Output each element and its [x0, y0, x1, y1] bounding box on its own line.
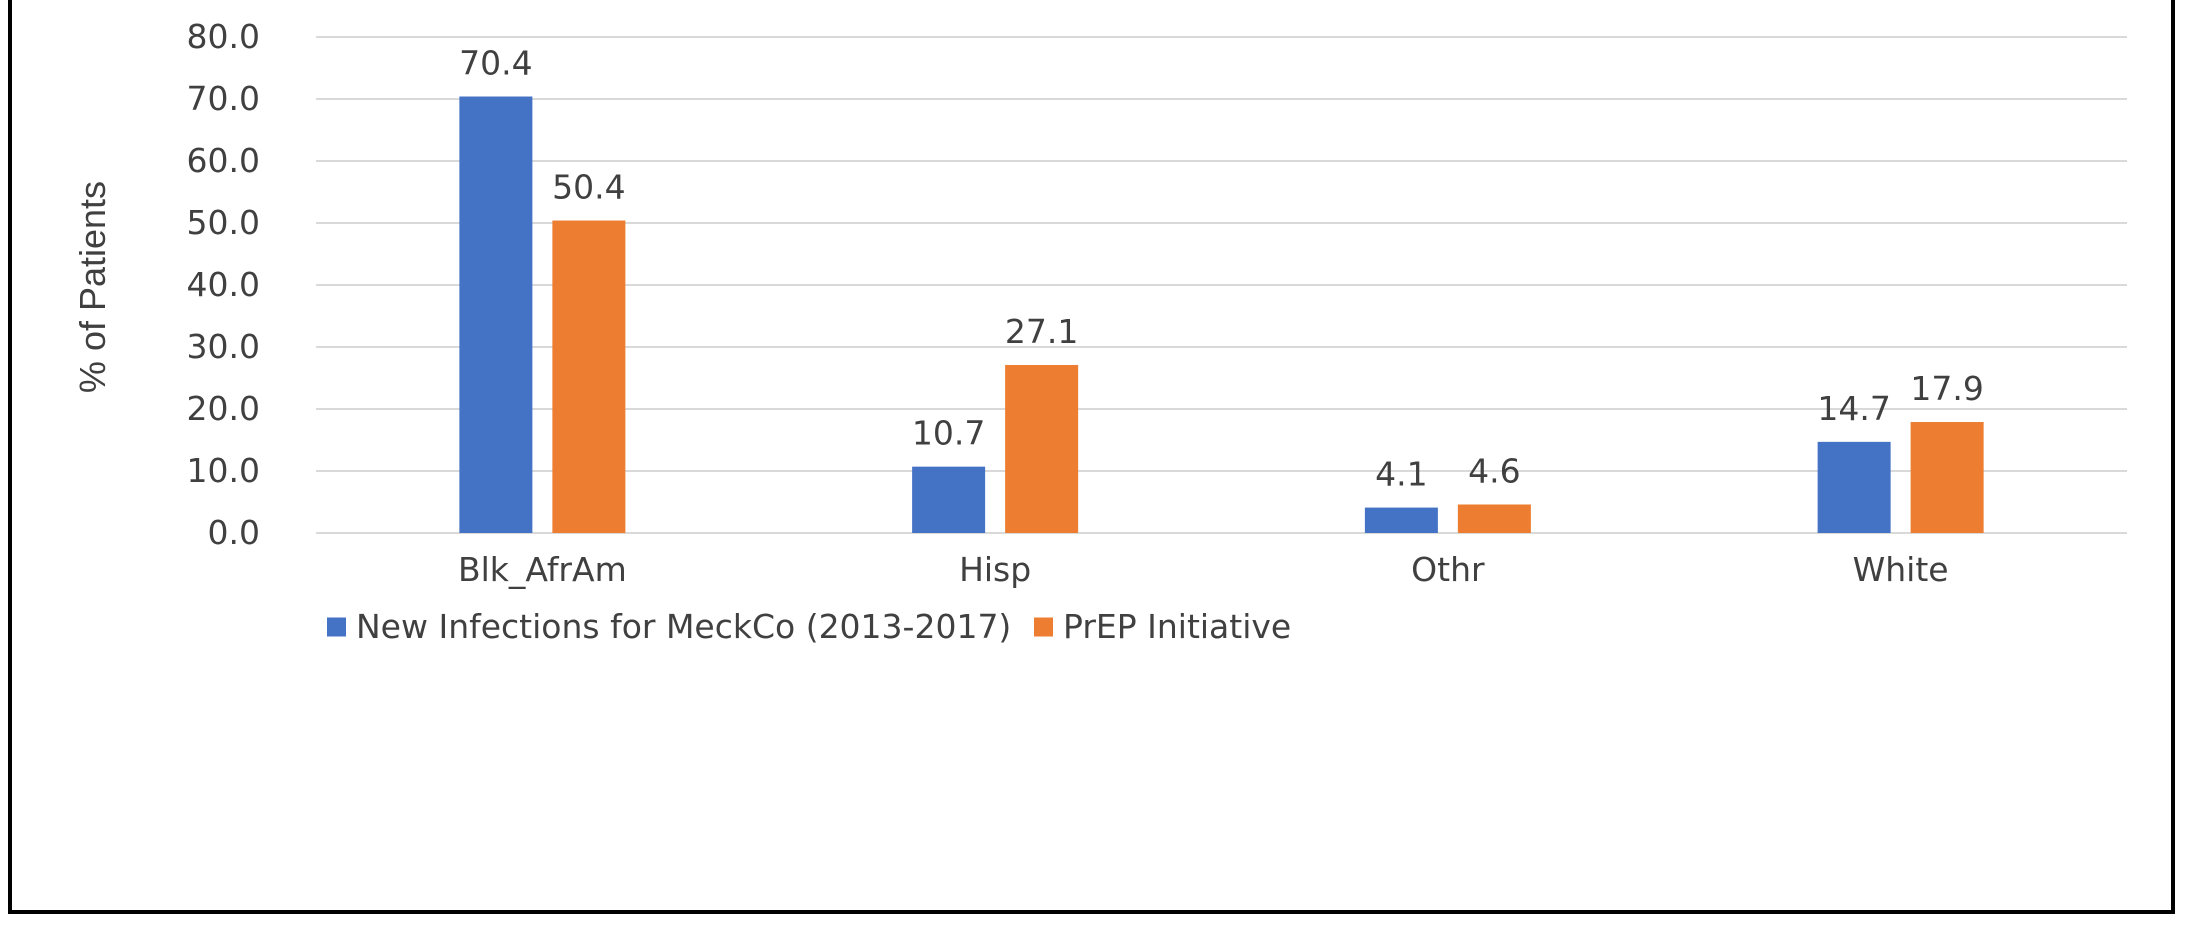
legend-swatch	[1034, 617, 1053, 637]
x-tick-label: Othr	[1411, 550, 1485, 589]
y-axis-title: % of Patients	[72, 181, 113, 393]
x-tick-label: White	[1853, 550, 1949, 589]
y-tick-label: 0.0	[208, 513, 260, 552]
bar	[1005, 364, 1079, 533]
x-tick-label: Hisp	[959, 550, 1031, 589]
data-label: 4.6	[1468, 451, 1520, 490]
data-label: 27.1	[1005, 312, 1078, 351]
data-label: 10.7	[912, 414, 985, 453]
bar	[1457, 504, 1531, 533]
y-tick-label: 80.0	[187, 17, 260, 56]
bar	[552, 220, 626, 533]
data-label: 14.7	[1817, 389, 1890, 428]
y-tick-label: 20.0	[187, 389, 260, 428]
y-tick-label: 30.0	[187, 327, 260, 366]
bars	[459, 96, 1984, 534]
data-label: 50.4	[552, 168, 625, 207]
y-tick-label: 60.0	[187, 141, 260, 180]
y-tick-label: 10.0	[187, 451, 260, 490]
bar	[1364, 507, 1438, 533]
data-label: 70.4	[459, 44, 532, 83]
bar	[1910, 422, 1984, 533]
y-axis-tick-labels: 0.0 10.0 20.0 30.0 40.0 50.0 60.0 70.0 80.0	[187, 17, 260, 552]
y-tick-label: 50.0	[187, 203, 260, 242]
y-tick-label: 70.0	[187, 79, 260, 118]
legend-label: PrEP Initiative	[1063, 607, 1291, 646]
legend-swatch	[327, 617, 346, 637]
data-label: 4.1	[1375, 455, 1427, 494]
data-labels: 70.4 50.4 10.7 27.1 4.1 4.6 14.7 17.9	[459, 44, 1984, 494]
legend-label: New Infections for MeckCo (2013-2017)	[356, 607, 1011, 646]
y-tick-label: 40.0	[187, 265, 260, 304]
bar	[459, 96, 533, 534]
chart-frame	[8, 0, 2175, 914]
x-tick-label: Blk_AfrAm	[458, 550, 627, 589]
data-label: 17.9	[1910, 369, 1983, 408]
x-axis-tick-labels: Blk_AfrAm Hisp Othr White	[458, 550, 1949, 589]
bar	[1817, 441, 1891, 533]
legend: New Infections for MeckCo (2013-2017) PrE…	[327, 607, 1291, 646]
bar	[912, 466, 986, 533]
